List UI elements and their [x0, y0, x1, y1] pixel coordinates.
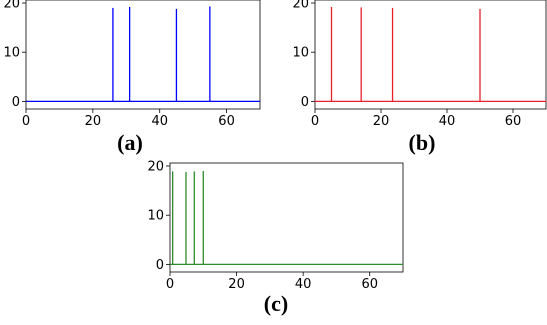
y-tick-label: 20 — [147, 160, 164, 175]
x-tick-label: 0 — [166, 277, 174, 292]
x-tick-label: 20 — [228, 277, 245, 292]
y-tick-label: 10 — [3, 46, 20, 61]
y-tick-label: 10 — [292, 46, 309, 61]
y-tick-label: 20 — [292, 0, 309, 12]
chart-panel-b: 0 10 20 0 20 40 60 (b) — [292, 0, 547, 155]
y-tick-label: 20 — [3, 0, 20, 12]
y-tick-label: 0 — [12, 95, 20, 110]
x-tick-label: 40 — [439, 114, 456, 129]
chart-panel-a: 0 10 20 0 20 40 60 (a) — [3, 0, 261, 155]
plot-frame — [25, 0, 261, 110]
x-tick-label: 60 — [361, 277, 378, 292]
y-tick-label: 10 — [147, 209, 164, 224]
y-tick-label: 0 — [301, 95, 309, 110]
x-tick-label: 60 — [218, 114, 235, 129]
plot-frame — [314, 0, 547, 110]
panel-label: (c) — [264, 291, 288, 316]
x-tick-label: 0 — [22, 114, 30, 129]
panel-label: (a) — [117, 130, 143, 155]
y-tick-label: 0 — [156, 258, 164, 273]
plot-frame — [169, 162, 404, 273]
x-tick-label: 20 — [85, 114, 102, 129]
x-tick-label: 60 — [505, 114, 522, 129]
panel-label: (b) — [409, 130, 436, 155]
x-tick-label: 40 — [151, 114, 168, 129]
x-tick-label: 40 — [295, 277, 312, 292]
x-tick-label: 20 — [373, 114, 390, 129]
x-tick-label: 0 — [311, 114, 319, 129]
chart-panel-c: 0 10 20 0 20 40 60 (c) — [147, 160, 404, 316]
